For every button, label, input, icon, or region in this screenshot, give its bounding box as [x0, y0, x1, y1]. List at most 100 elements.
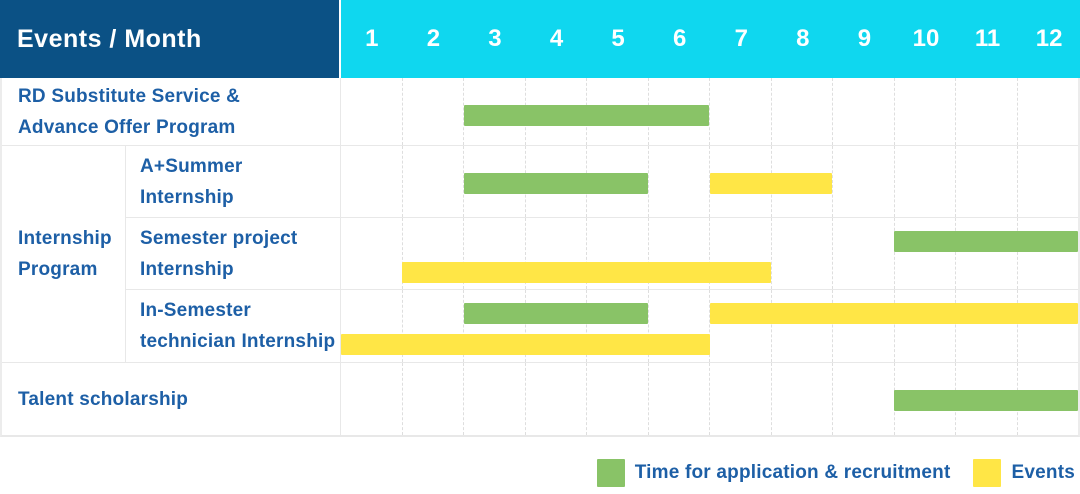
table-row: Talent scholarship	[2, 363, 1078, 435]
table-corner-header: Events / Month	[0, 0, 341, 78]
month-label: 11	[974, 25, 1001, 52]
row-label-line: Internship	[140, 258, 234, 280]
month-column	[526, 290, 587, 362]
month-column	[526, 218, 587, 289]
month-grid	[341, 218, 1078, 289]
table-row: RD Substitute Service & Advance Offer Pr…	[2, 78, 1078, 146]
row-label-line: In-Semester	[140, 300, 251, 321]
month-column	[833, 363, 895, 435]
row-label-in-semester-technician-internship: In-Semester technician Internship	[126, 290, 340, 362]
chart-row-rd-substitute-service	[340, 78, 1078, 145]
month-column	[895, 146, 956, 217]
gantt-bar-yellow	[709, 303, 1078, 324]
month-column	[1018, 290, 1079, 362]
row-label-talent-scholarship: Talent scholarship	[2, 363, 340, 435]
gantt-bar-green	[463, 173, 649, 194]
legend-label-events: Events	[1011, 462, 1075, 483]
month-column	[772, 78, 833, 145]
chart-row-a-plus-summer-internship	[340, 146, 1078, 217]
gantt-bar-yellow	[709, 173, 833, 194]
month-grid	[341, 78, 1078, 145]
month-column	[710, 290, 772, 362]
month-column	[772, 146, 833, 217]
month-column	[772, 363, 833, 435]
month-column	[464, 363, 526, 435]
month-column	[895, 78, 956, 145]
legend-label-application-recruitment: Time for application & recruitment	[634, 462, 951, 483]
month-column	[587, 363, 649, 435]
month-column	[772, 290, 833, 362]
internship-program-subrows: A+Summer Internship Semester project Int…	[125, 146, 1078, 362]
month-column	[341, 78, 403, 145]
month-column	[464, 218, 526, 289]
month-column	[341, 146, 403, 217]
gantt-bar-yellow	[402, 262, 771, 283]
month-column	[833, 290, 895, 362]
gantt-bar-green	[463, 105, 710, 126]
month-column	[341, 290, 403, 362]
month-column	[956, 218, 1018, 289]
month-column	[403, 146, 464, 217]
month-column	[464, 290, 526, 362]
row-label-a-plus-summer-internship: A+Summer Internship	[126, 146, 340, 217]
internship-program-group: Internship Program A+Summer Internship S…	[2, 146, 1078, 363]
month-column	[895, 290, 956, 362]
table-body: RD Substitute Service & Advance Offer Pr…	[0, 78, 1080, 437]
month-column	[403, 363, 464, 435]
month-column	[833, 146, 895, 217]
month-column	[710, 78, 772, 145]
month-label: 12	[1035, 25, 1063, 52]
month-column	[710, 363, 772, 435]
month-column	[341, 363, 403, 435]
table-header-row: Events / Month 1 2 3 4 5 6 7 8 9 10 11 12	[0, 0, 1080, 78]
table-row: A+Summer Internship	[126, 146, 1078, 218]
month-label: 7	[734, 25, 748, 52]
month-column	[956, 78, 1018, 145]
row-label-semester-project-internship: Semester project Internship	[126, 218, 340, 289]
month-column	[649, 218, 710, 289]
row-label-line: RD Substitute Service &	[18, 85, 241, 107]
month-label: 4	[549, 25, 564, 52]
gantt-bar-green	[893, 231, 1078, 252]
gantt-bar-green	[463, 303, 649, 324]
legend-swatch-green	[596, 459, 625, 487]
month-label: 10	[912, 25, 940, 52]
legend-item-application-recruitment: Time for application & recruitment	[596, 459, 951, 487]
month-column	[649, 290, 710, 362]
month-column	[1018, 146, 1079, 217]
month-label: 3	[488, 25, 502, 52]
gantt-bar-green	[893, 390, 1078, 411]
row-label-line: Talent scholarship	[18, 388, 189, 410]
row-label-line: technician Internship	[140, 331, 336, 352]
month-label: 8	[796, 25, 810, 52]
month-column	[833, 218, 895, 289]
month-column	[649, 146, 710, 217]
month-label: 6	[673, 25, 687, 52]
chart-row-semester-project-internship	[340, 218, 1078, 289]
month-column	[1018, 78, 1079, 145]
legend-item-events: Events	[973, 459, 1075, 487]
month-column	[1018, 218, 1079, 289]
month-label: 2	[426, 25, 441, 52]
month-label: 9	[857, 25, 872, 52]
legend-swatch-yellow	[973, 459, 1002, 487]
chart-row-in-semester-technician-internship	[340, 290, 1078, 362]
table-row: In-Semester technician Internship	[126, 290, 1078, 362]
month-column	[341, 218, 403, 289]
month-column	[895, 218, 956, 289]
month-label: 1	[365, 25, 379, 52]
month-header: 1 2 3 4 5 6 7 8 9 10 11 12	[341, 0, 1080, 78]
legend: Time for application & recruitment Event…	[596, 459, 1075, 487]
month-label: 5	[611, 25, 625, 52]
row-label-line: Semester project	[140, 227, 298, 249]
row-label-line: Advance Offer Program	[18, 116, 236, 138]
month-column	[403, 78, 464, 145]
row-label-line: Internship	[140, 186, 234, 208]
month-column	[587, 218, 649, 289]
chart-row-talent-scholarship	[340, 363, 1078, 435]
month-column	[710, 218, 772, 289]
month-column	[403, 218, 464, 289]
table-row: Semester project Internship	[126, 218, 1078, 290]
month-column	[956, 146, 1018, 217]
